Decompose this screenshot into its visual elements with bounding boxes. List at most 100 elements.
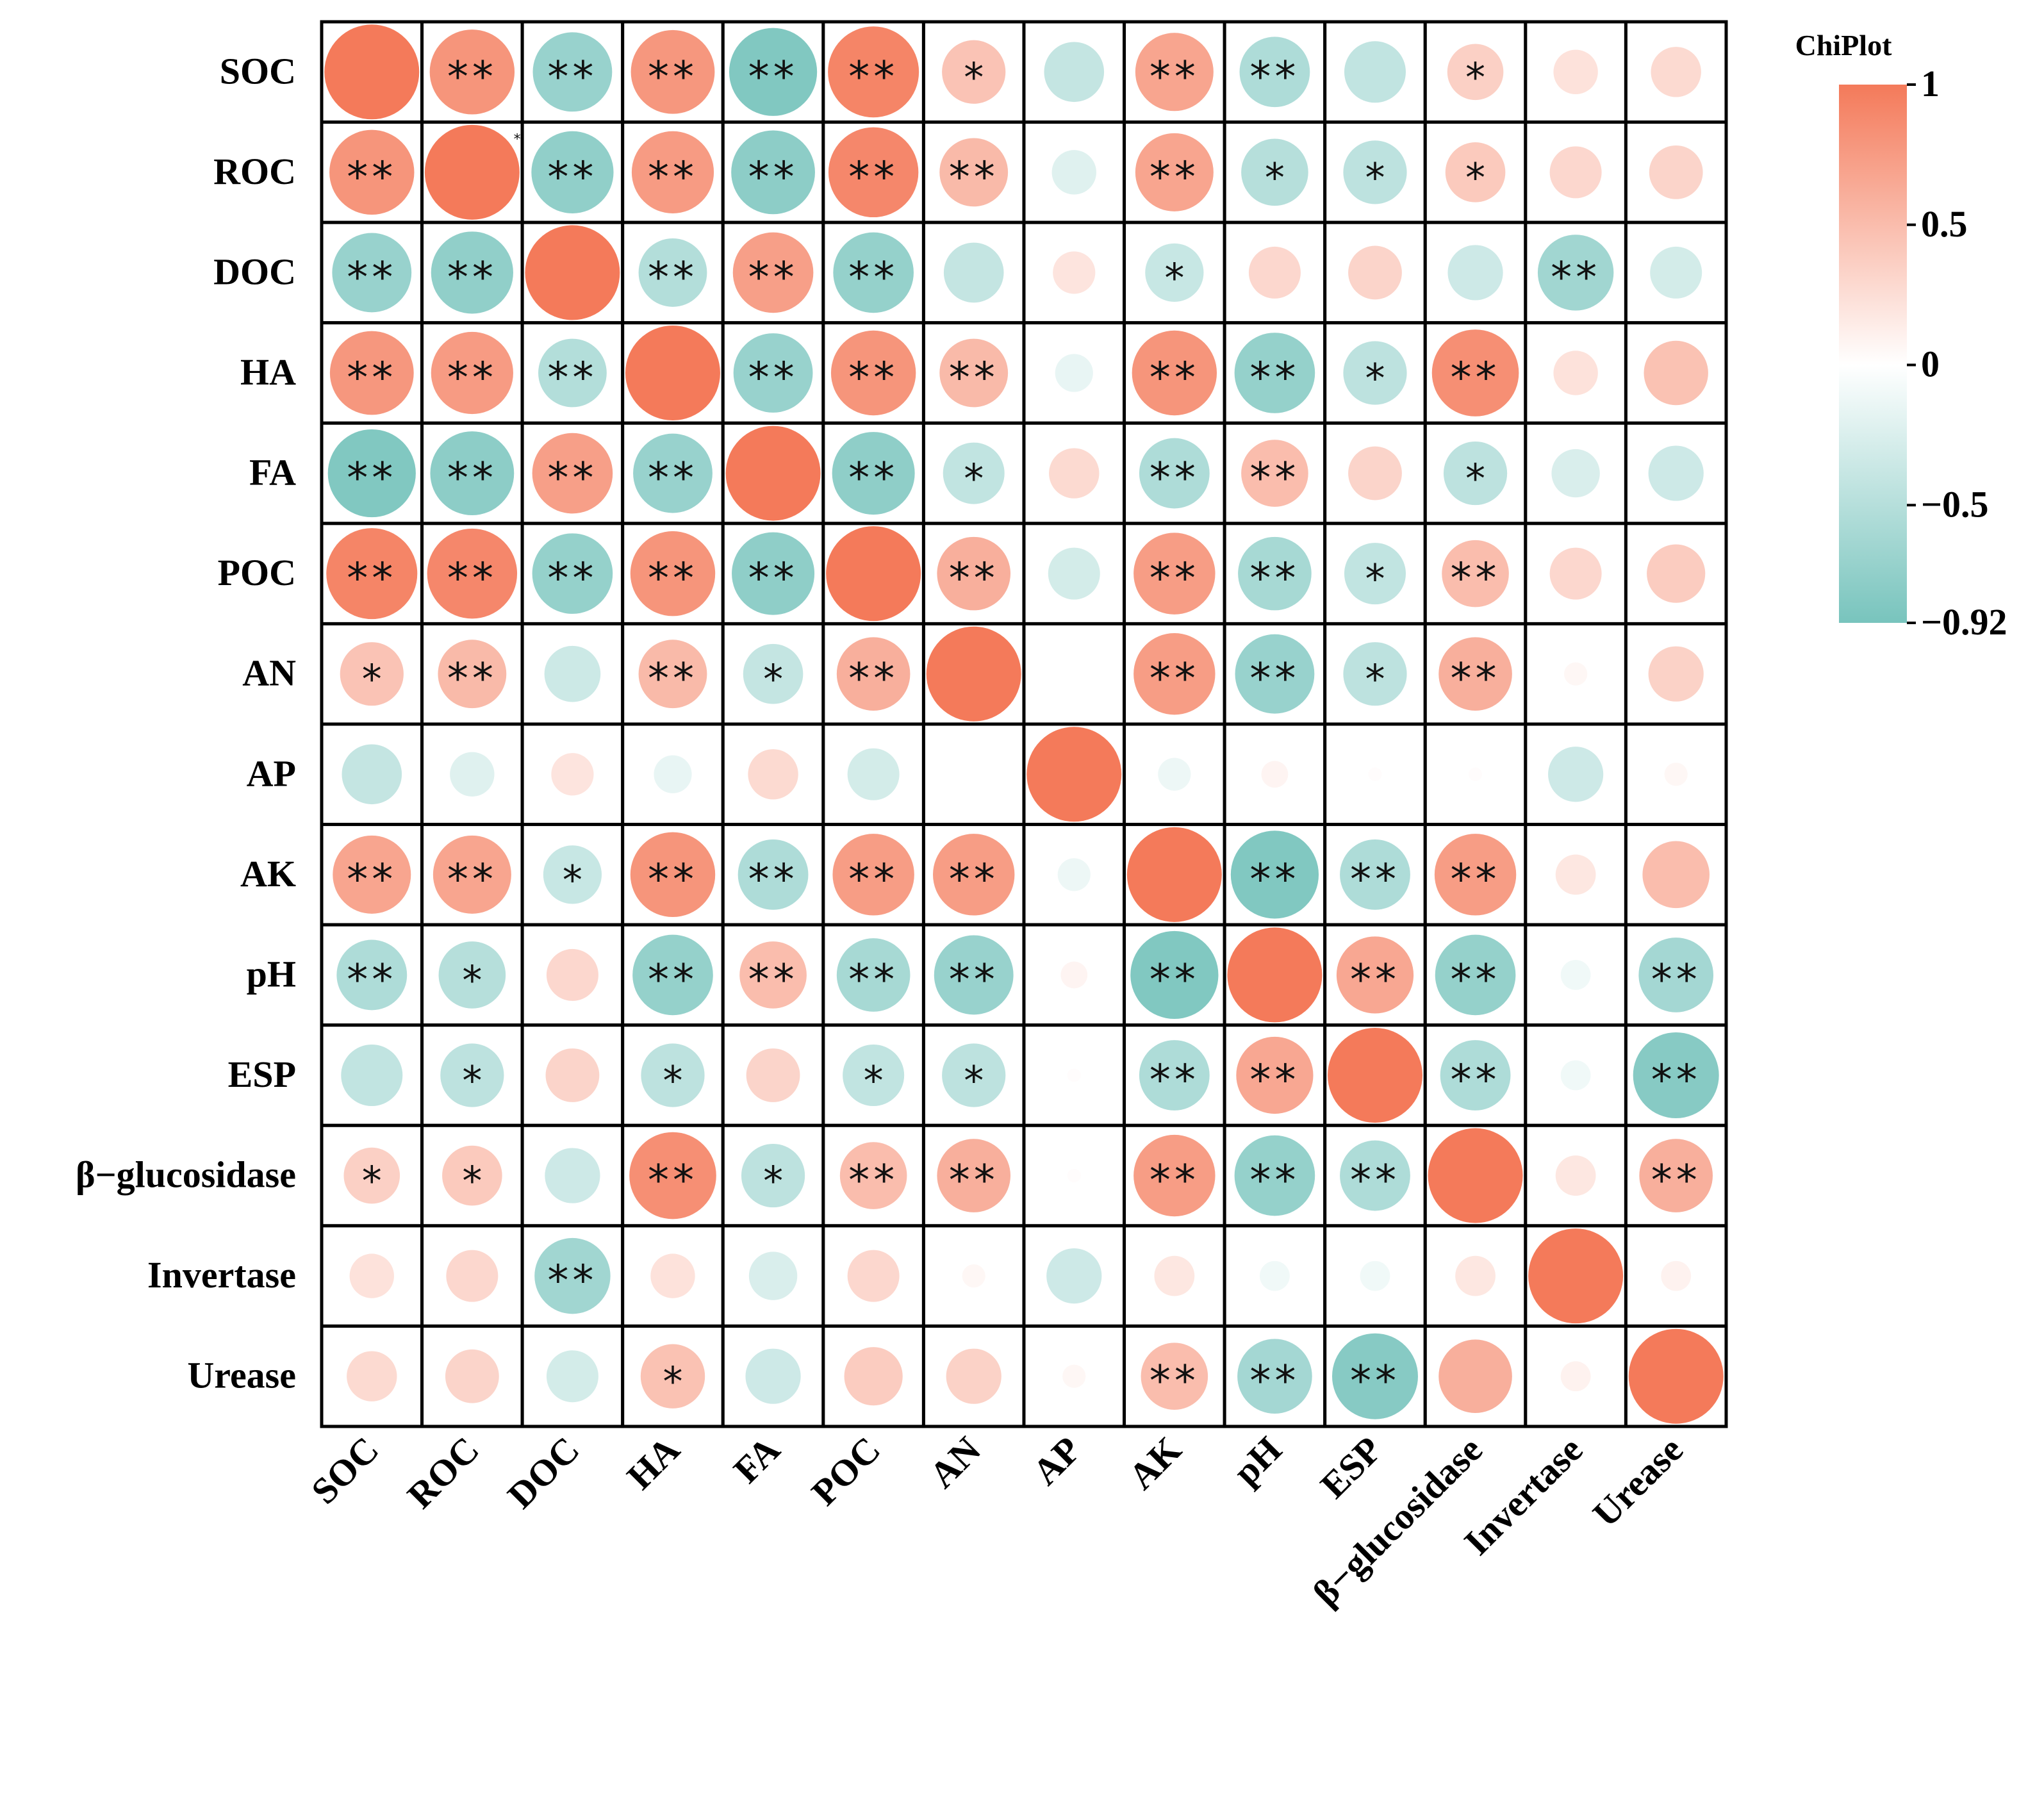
- correlation-circle: [445, 1349, 499, 1403]
- correlation-circle: [446, 1250, 499, 1302]
- colorbar-tick-label: 0.5: [1921, 203, 1968, 245]
- significance-mark: **: [1150, 955, 1199, 1004]
- significance-mark: *: [763, 656, 783, 703]
- column-label: ESP: [1312, 1428, 1390, 1506]
- correlation-circle: [1145, 243, 1204, 302]
- row-label: FA: [249, 452, 296, 493]
- correlation-circle: [1469, 767, 1483, 781]
- correlation-circle: [638, 238, 707, 307]
- correlation-circle: [1368, 767, 1382, 781]
- significance-mark: **: [848, 1156, 898, 1205]
- significance-mark: **: [1451, 554, 1501, 603]
- correlation-circle: [342, 744, 402, 805]
- correlation-circle: [340, 642, 404, 706]
- correlation-circle: [629, 1132, 716, 1219]
- correlation-circle: [1644, 340, 1708, 406]
- correlation-circle: [1234, 333, 1315, 413]
- significance-mark: **: [1249, 654, 1299, 704]
- correlation-circle: [1343, 140, 1407, 204]
- correlation-circle: [939, 138, 1009, 207]
- correlation-circle: [732, 532, 815, 615]
- correlation-circle: [1327, 1027, 1422, 1123]
- row-label: POC: [218, 552, 296, 593]
- correlation-circle: [1067, 1068, 1081, 1082]
- significance-mark: **: [648, 252, 698, 302]
- correlation-circle: [1331, 1333, 1418, 1419]
- correlation-circle: [1026, 727, 1122, 822]
- correlation-circle: [1132, 330, 1217, 416]
- row-label: SOC: [220, 50, 296, 92]
- correlation-circle: [427, 528, 518, 619]
- row-label: ROC: [213, 151, 296, 192]
- correlation-circle: [937, 536, 1011, 611]
- correlation-circle: [347, 1351, 397, 1401]
- correlation-circle: [1642, 841, 1710, 909]
- correlation-circle: [1133, 1134, 1216, 1217]
- correlation-circle: [525, 225, 620, 320]
- significance-mark: **: [547, 52, 597, 101]
- correlation-circle: [654, 755, 692, 793]
- correlation-circle: [332, 233, 412, 313]
- correlation-circle: [1649, 145, 1703, 199]
- row-label: Invertase: [147, 1254, 296, 1296]
- correlation-circle: [1553, 49, 1598, 94]
- significance-mark: **: [347, 153, 397, 202]
- column-label: ROC: [399, 1428, 487, 1516]
- significance-mark: **: [648, 855, 698, 904]
- correlation-circle: [1248, 246, 1301, 299]
- correlation-circle: [1241, 138, 1308, 206]
- correlation-circle: [1049, 448, 1100, 499]
- row-label: AP: [247, 752, 296, 794]
- significance-mark: **: [848, 454, 898, 503]
- correlation-circle: [1560, 1060, 1591, 1091]
- correlation-circle: [748, 1252, 798, 1300]
- stray-mark: *: [514, 132, 521, 148]
- correlation-circle: [933, 834, 1015, 916]
- significance-mark: *: [362, 1158, 382, 1205]
- significance-mark: **: [848, 52, 898, 101]
- correlation-circle: [431, 331, 513, 415]
- colorbar-tick-label: −0.5: [1921, 483, 1989, 525]
- correlation-circle: [1537, 235, 1614, 311]
- correlation-circle: [942, 40, 1006, 104]
- correlation-circle: [1443, 441, 1508, 506]
- correlation-circle: [826, 526, 921, 622]
- correlation-circle: [1639, 1139, 1713, 1212]
- significance-mark: **: [949, 855, 999, 904]
- significance-mark: **: [748, 153, 798, 202]
- correlation-circle: [1234, 1135, 1315, 1216]
- column-label: DOC: [500, 1428, 588, 1516]
- correlation-circle: [1431, 329, 1519, 417]
- significance-mark: *: [462, 1158, 482, 1205]
- correlation-circle: [1139, 438, 1210, 509]
- significance-mark: **: [1451, 654, 1501, 704]
- correlation-circle: [1230, 830, 1319, 919]
- significance-mark: *: [864, 1057, 884, 1104]
- significance-mark: **: [748, 554, 798, 603]
- significance-mark: *: [462, 957, 482, 1004]
- significance-mark: **: [1350, 855, 1400, 904]
- correlation-circle: [1060, 961, 1088, 989]
- correlation-circle: [544, 645, 601, 702]
- correlation-circle: [1133, 533, 1216, 615]
- correlation-circle: [1553, 351, 1598, 395]
- correlation-circle: [329, 129, 415, 215]
- correlation-circle: [1434, 834, 1517, 916]
- correlation-circle: [847, 1250, 900, 1302]
- correlation-circle: [543, 845, 602, 904]
- significance-mark: **: [1451, 955, 1501, 1004]
- significance-mark: **: [1551, 252, 1601, 302]
- correlation-circle: [732, 232, 814, 313]
- significance-mark: **: [1249, 554, 1299, 603]
- correlation-circle: [1340, 1140, 1410, 1211]
- significance-mark: *: [663, 1057, 682, 1104]
- correlation-circle: [1067, 1169, 1081, 1183]
- correlation-circle: [433, 835, 511, 914]
- row-label: HA: [240, 351, 296, 393]
- correlation-circle: [1044, 42, 1105, 103]
- correlation-circle: [741, 1143, 805, 1208]
- significance-mark: **: [1150, 554, 1199, 603]
- significance-mark: **: [1651, 1055, 1701, 1105]
- significance-mark: **: [447, 454, 497, 503]
- significance-mark: **: [748, 353, 798, 402]
